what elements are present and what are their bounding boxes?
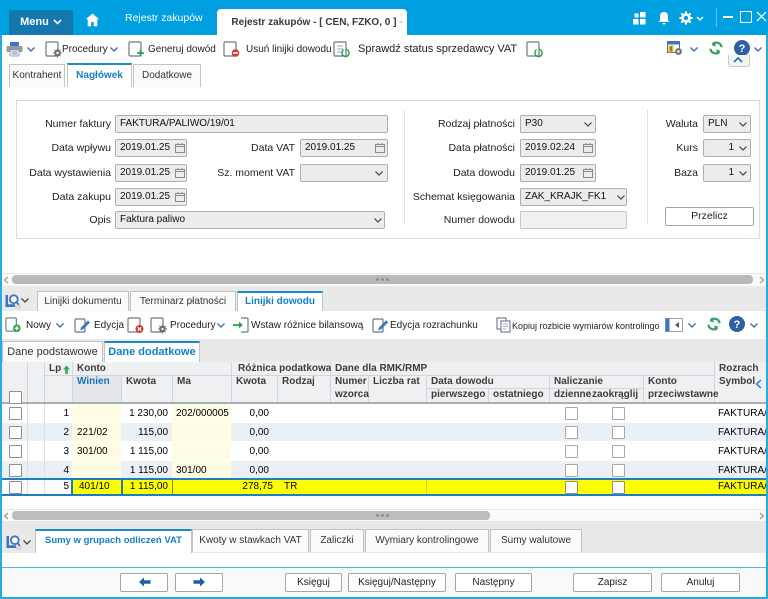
svg-text:?: ? bbox=[734, 319, 741, 331]
svg-text:!: ! bbox=[670, 47, 672, 54]
svg-text:?: ? bbox=[739, 43, 746, 55]
